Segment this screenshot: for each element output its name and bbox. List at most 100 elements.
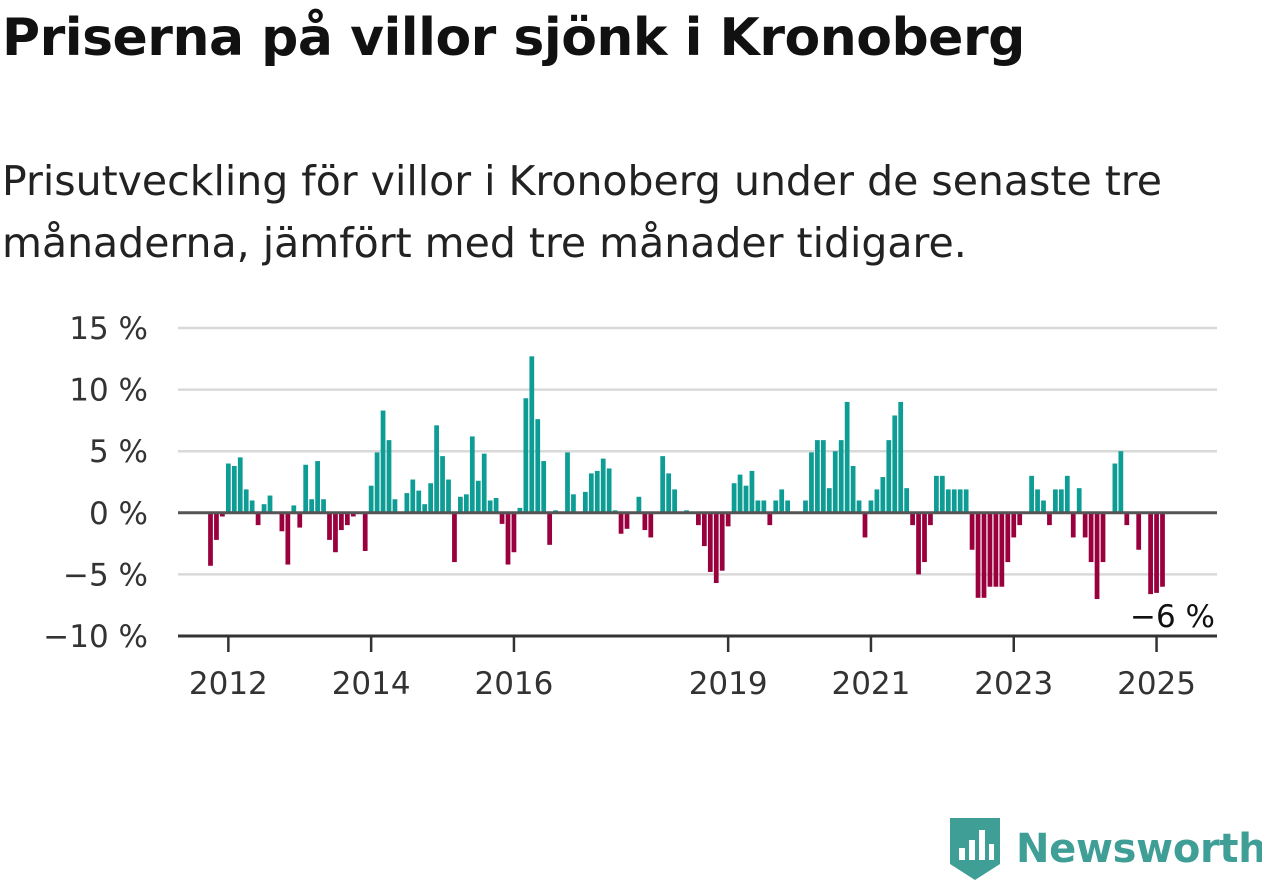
bar [1076,488,1082,513]
bar [1094,512,1100,600]
bar [826,488,832,513]
bar [315,461,320,513]
bar [249,500,255,513]
bar [452,512,457,563]
bar [701,512,707,547]
bar [327,512,332,540]
bar [773,500,779,513]
bar [297,512,303,528]
y-tick-label: −10 % [43,619,148,655]
bar [404,493,410,513]
bar [261,504,267,513]
y-tick-label: 0 % [89,496,148,532]
bar [386,440,392,513]
bar [1088,512,1094,563]
bar [803,500,808,513]
bar [945,489,951,513]
bar [469,436,475,513]
tick-labels: 15 % 10 % 5 % 0 % −5 % −10 % 2012 2014 2016 2019 2… [43,311,1215,702]
bar [1005,512,1011,563]
bar [922,512,927,563]
bar [309,499,315,513]
bar [208,512,213,566]
brand-name: Newsworthy [1016,826,1262,872]
bar [499,512,505,524]
bar [975,512,981,598]
bar [392,499,398,513]
bar [838,440,844,513]
bar [279,512,285,532]
bar [350,512,356,517]
bar [481,453,487,513]
bar [856,500,862,513]
axes [178,511,1217,652]
bar [642,512,648,531]
bar [957,489,963,513]
bar [446,479,451,513]
bar [713,512,719,584]
bar [303,464,309,513]
newsworthy-logo-icon [950,818,1000,880]
bar [541,461,547,513]
bar [606,468,612,513]
bar [321,499,326,513]
grid-lines [178,326,1217,576]
bar [1047,512,1052,526]
bar [1154,512,1159,593]
bar [523,398,529,513]
bar [815,440,820,513]
x-tick-label: 2016 [474,666,553,702]
bar [225,463,231,513]
bar [339,512,344,531]
bar [993,512,999,587]
bar [440,456,445,513]
bar [707,512,713,572]
bar [820,440,826,513]
bar [380,410,386,513]
bar [1053,489,1058,513]
bar [267,495,273,513]
bar [344,512,350,526]
bar [844,401,850,513]
bar [987,512,993,587]
bar [493,498,499,513]
bar [999,512,1005,587]
bar [517,507,523,513]
bar [904,488,910,513]
bar [571,494,576,513]
bar [767,512,773,526]
bar [892,415,898,513]
bar [362,512,368,551]
bar [1136,512,1142,550]
bar [928,512,933,526]
brand-logo: Newsworthy [950,818,1262,880]
bar [868,500,874,513]
bar [1070,512,1076,538]
bars [208,356,1165,600]
bar [886,440,892,513]
bar [588,473,594,513]
bar [916,512,921,575]
bar [939,475,945,513]
bar [969,512,975,550]
bar [1064,475,1070,513]
bar [1100,512,1106,563]
bar [368,485,374,513]
chart-subtitle: Prisutveckling för villor i Kronoberg un… [2,157,1162,267]
bar [333,512,338,553]
bar [672,489,677,513]
bar [220,512,225,517]
bar [737,474,743,513]
bar [880,477,886,513]
bar [951,489,957,513]
bar [214,512,219,540]
bar [487,500,493,513]
bar [981,512,987,598]
y-tick-label: 15 % [69,311,148,347]
y-tick-label: 10 % [69,373,148,409]
bar [1041,500,1046,513]
y-tick-label: −5 % [63,557,148,593]
bar [1029,475,1034,513]
bar [422,504,428,513]
